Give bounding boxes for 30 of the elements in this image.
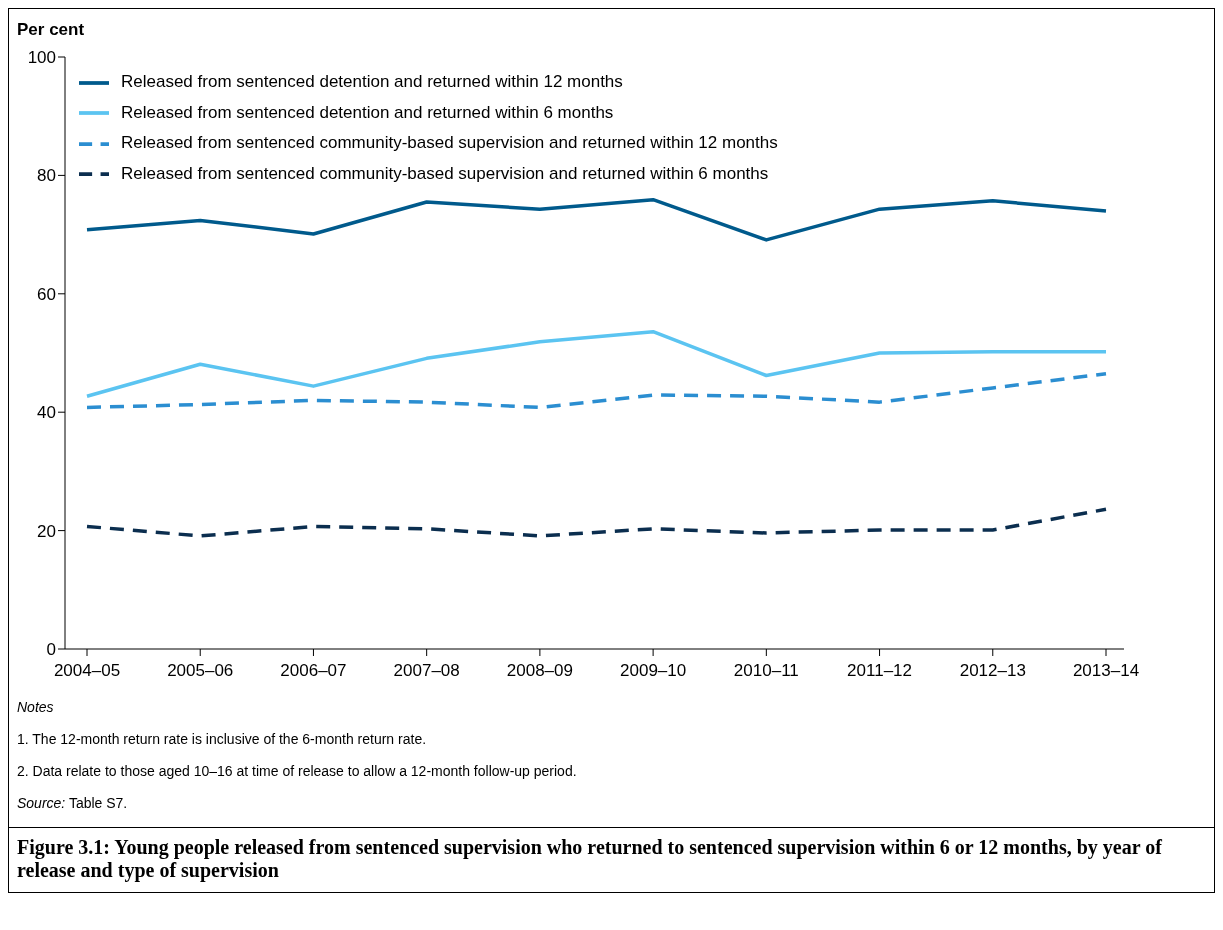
legend-label: Released from sentenced community-based supervision and returned within 6 months <box>121 163 769 183</box>
x-tick-label: 2008–09 <box>506 661 573 681</box>
x-tick-label: 2012–13 <box>959 661 1026 681</box>
y-tick-label: 100 <box>27 48 56 68</box>
legend-label: Released from sentenced detention and returned within 6 months <box>121 102 614 122</box>
y-tick-label: 80 <box>37 166 56 186</box>
source-note: Source: Table S7. <box>17 795 129 811</box>
y-axis-title: Per cent <box>17 20 85 39</box>
line-series <box>85 197 1108 242</box>
text: Notes <box>17 699 55 715</box>
x-tick-label: 2010–11 <box>733 661 799 681</box>
y-tick-label: 60 <box>37 284 56 304</box>
y-tick-label: 0 <box>46 640 56 660</box>
x-tick-label: 2007–08 <box>393 661 460 681</box>
legend-label: Released from sentenced detention and returned within 12 months <box>121 72 623 91</box>
line-series <box>85 371 1108 410</box>
legend-label: Released from sentenced community-based supervision and returned within 12 months <box>121 133 778 153</box>
text: Figure 3.1: Young people released from sentenced supervision who returned to sentenced supervision within 6 or 12 months, by year of release and type of supervision <box>9 827 1214 886</box>
x-tick-label: 2005–06 <box>167 661 234 681</box>
line-series <box>85 507 1108 538</box>
line-series <box>85 329 1108 398</box>
x-tick-label: 2004–05 <box>53 661 121 681</box>
x-tick-label: 2013–14 <box>1072 661 1140 681</box>
text: 1. The 12-month return rate is inclusive of the 6-month return rate. <box>17 731 428 747</box>
x-tick-label: 2011–12 <box>847 661 913 681</box>
y-tick-label: 20 <box>37 521 56 541</box>
y-tick-label: 40 <box>37 403 56 423</box>
x-tick-label: 2006–07 <box>280 661 347 681</box>
text: 2. Data relate to those aged 10–16 at time of release to allow a 12-month follow-up period. <box>17 763 578 779</box>
x-tick-label: 2009–10 <box>620 661 687 681</box>
